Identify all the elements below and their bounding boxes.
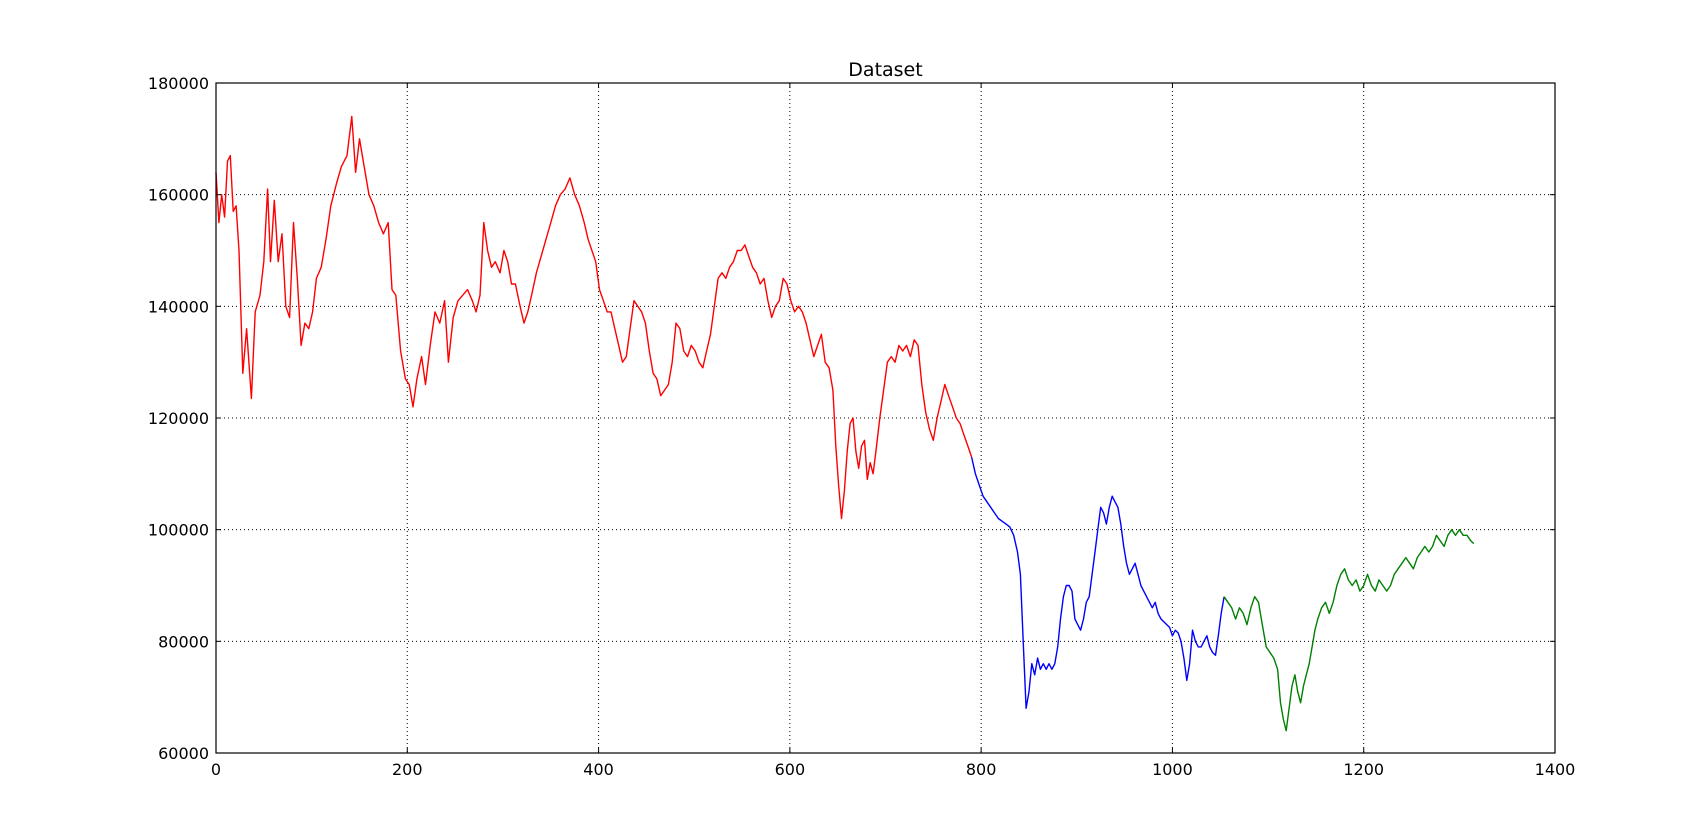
x-tick-label: 1200 — [1343, 760, 1384, 779]
x-tick-label: 800 — [966, 760, 997, 779]
x-tick-label: 600 — [775, 760, 806, 779]
series-line-1 — [970, 456, 1225, 709]
x-tick-label: 1000 — [1152, 760, 1193, 779]
series-group — [215, 115, 1475, 732]
x-tick-label: 400 — [583, 760, 614, 779]
series-line-0 — [215, 115, 973, 520]
series-line-2 — [1223, 529, 1475, 732]
y-tick-label: 140000 — [148, 297, 209, 316]
tick-labels: 0 200 400 600 800 1000 1200 1400 60000 80000 10000… — [148, 74, 1575, 779]
y-tick-label: 60000 — [158, 744, 209, 763]
y-tick-label: 120000 — [148, 409, 209, 428]
x-tick-label: 1400 — [1535, 760, 1576, 779]
y-tick-label: 80000 — [158, 632, 209, 651]
y-tick-label: 180000 — [148, 74, 209, 93]
y-tick-label: 160000 — [148, 186, 209, 205]
x-tick-label: 0 — [211, 760, 221, 779]
y-tick-label: 100000 — [148, 521, 209, 540]
chart-title: Dataset — [848, 59, 922, 81]
x-tick-label: 200 — [392, 760, 423, 779]
ticks — [215, 82, 1556, 754]
